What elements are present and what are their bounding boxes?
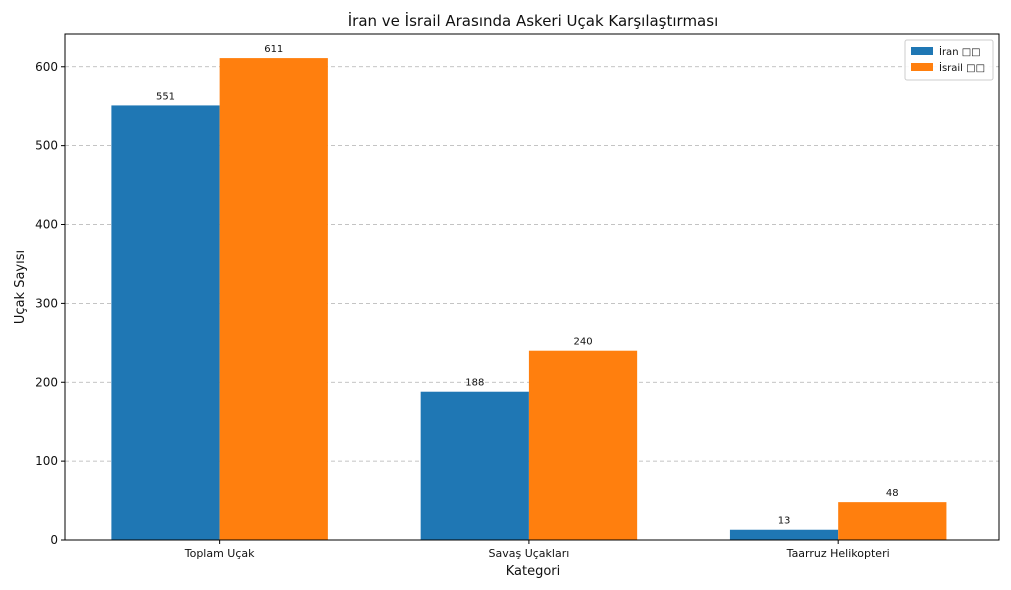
x-tick-label: Taarruz Helikopteri: [786, 547, 890, 560]
x-tick-label: Toplam Uçak: [184, 547, 255, 560]
legend-label: İsrail □□: [939, 61, 985, 74]
data-labels: 551 611 188 240 13 48: [156, 44, 899, 527]
bar-value-label: 48: [886, 488, 899, 499]
bar: [729, 529, 839, 540]
y-tick-label: 400: [35, 218, 58, 232]
bar-value-label: 188: [465, 378, 484, 389]
y-axis-label: Uçak Sayısı: [13, 250, 28, 324]
legend-swatch: [911, 47, 933, 55]
y-tick-label: 600: [35, 60, 58, 74]
bar: [838, 502, 947, 540]
y-tick-label: 0: [50, 533, 58, 547]
plot-frame: [64, 33, 1000, 541]
legend-box: [904, 39, 994, 81]
bar-value-label: 240: [573, 337, 592, 348]
bar: [111, 105, 220, 541]
bar: [528, 350, 638, 540]
legend-swatch: [911, 63, 933, 71]
y-tick-label: 200: [35, 375, 58, 389]
x-axis-label: Kategori: [506, 564, 561, 579]
bar: [219, 58, 328, 540]
y-tick-label: 500: [35, 139, 58, 153]
x-tick-label: Savaş Uçakları: [489, 547, 570, 560]
legend: İran □□ İsrail □□: [904, 39, 994, 81]
bar-value-label: 13: [778, 516, 791, 527]
axes: 0 100 200 300 400 500 600 Toplam Uçak Savaş Uçak…: [35, 33, 1000, 560]
bar-value-label: 611: [264, 44, 283, 55]
y-tick-label: 300: [35, 296, 58, 310]
chart-title: İran ve İsrail Arasında Askeri Uçak Karş…: [348, 11, 718, 30]
bars: [111, 58, 947, 541]
bar-value-label: 551: [156, 91, 175, 102]
y-tick-label: 100: [35, 454, 58, 468]
legend-label: İran □□: [939, 45, 981, 58]
bar: [420, 391, 529, 540]
